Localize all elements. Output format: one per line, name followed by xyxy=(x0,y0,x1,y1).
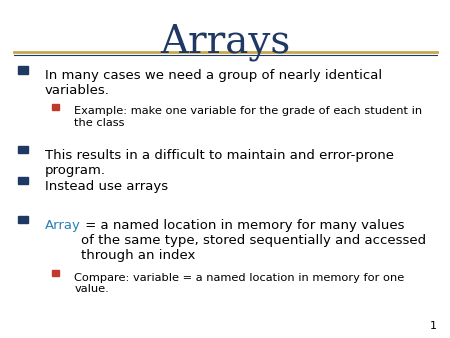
Text: In many cases we need a group of nearly identical
variables.: In many cases we need a group of nearly … xyxy=(45,69,382,97)
FancyBboxPatch shape xyxy=(18,216,28,223)
Text: = a named location in memory for many values
of the same type, stored sequential: = a named location in memory for many va… xyxy=(81,219,426,262)
Text: 1: 1 xyxy=(429,321,436,331)
Text: Instead use arrays: Instead use arrays xyxy=(45,180,168,193)
FancyBboxPatch shape xyxy=(18,146,28,153)
Text: Arrays: Arrays xyxy=(160,24,290,61)
FancyBboxPatch shape xyxy=(52,270,59,276)
FancyBboxPatch shape xyxy=(18,66,28,74)
FancyBboxPatch shape xyxy=(52,104,59,110)
Text: Compare: variable = a named location in memory for one
value.: Compare: variable = a named location in … xyxy=(74,273,405,294)
Text: This results in a difficult to maintain and error-prone
program.: This results in a difficult to maintain … xyxy=(45,149,394,177)
Text: Example: make one variable for the grade of each student in
the class: Example: make one variable for the grade… xyxy=(74,106,423,128)
Text: Array: Array xyxy=(45,219,81,232)
FancyBboxPatch shape xyxy=(18,177,28,184)
